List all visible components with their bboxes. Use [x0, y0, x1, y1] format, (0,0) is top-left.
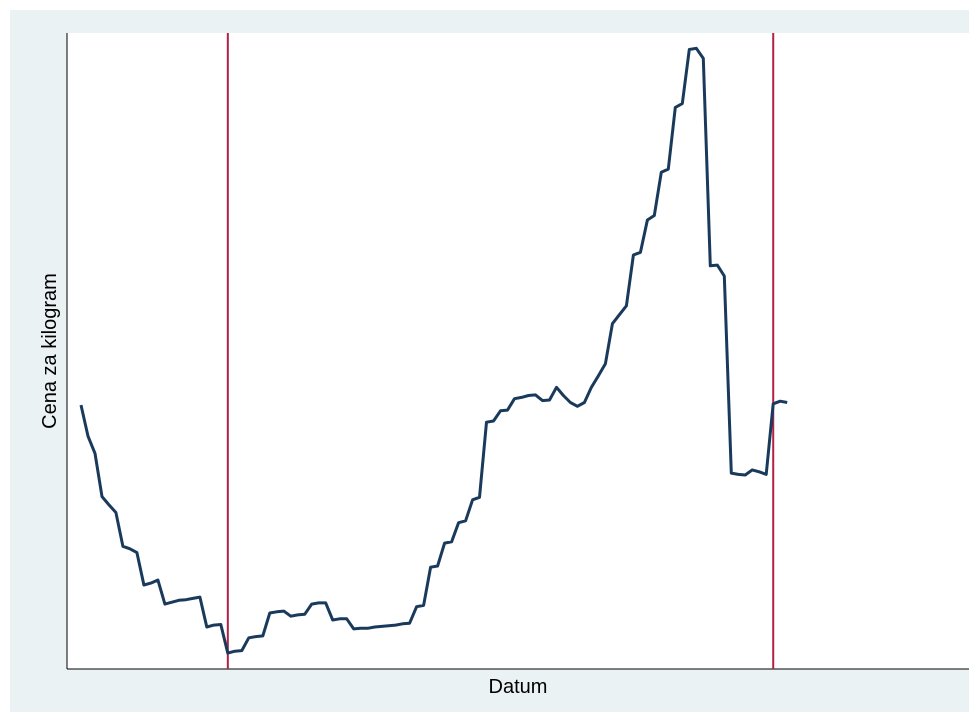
series-line-1 [79, 46, 788, 655]
reference-lines [226, 33, 775, 669]
y-axis-title: Cena za kilogram [39, 273, 61, 429]
plot-area [67, 33, 969, 669]
series-layer [79, 46, 788, 655]
x-axis-title: Datum [489, 676, 548, 698]
